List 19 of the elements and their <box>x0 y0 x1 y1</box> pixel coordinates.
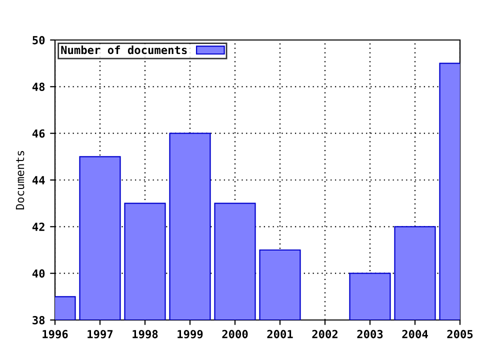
x-tick-label: 2005 <box>447 330 473 338</box>
y-axis-title: Documents <box>16 150 24 210</box>
x-tick-label: 1996 <box>42 330 68 338</box>
y-tick-label: 40 <box>32 269 45 278</box>
x-tick-label: 1997 <box>88 330 113 338</box>
x-tick-label: 2000 <box>222 330 248 338</box>
x-tick-label: 1998 <box>132 330 158 338</box>
x-tick-label: 2004 <box>402 330 428 338</box>
y-tick-label: 50 <box>32 36 45 44</box>
y-tick-label: 46 <box>32 129 45 138</box>
y-tick-label: 42 <box>32 222 44 231</box>
y-tick-label: 38 <box>32 316 45 324</box>
x-tick-label: 2002 <box>312 330 338 338</box>
y-tick-label: 48 <box>32 82 45 92</box>
x-tick-label: 2003 <box>357 330 383 338</box>
y-tick-label: 44 <box>32 176 45 184</box>
legend-label: Number of documents <box>61 46 187 54</box>
x-tick-label: 1999 <box>178 330 203 338</box>
x-tick-label: 2001 <box>267 330 293 338</box>
